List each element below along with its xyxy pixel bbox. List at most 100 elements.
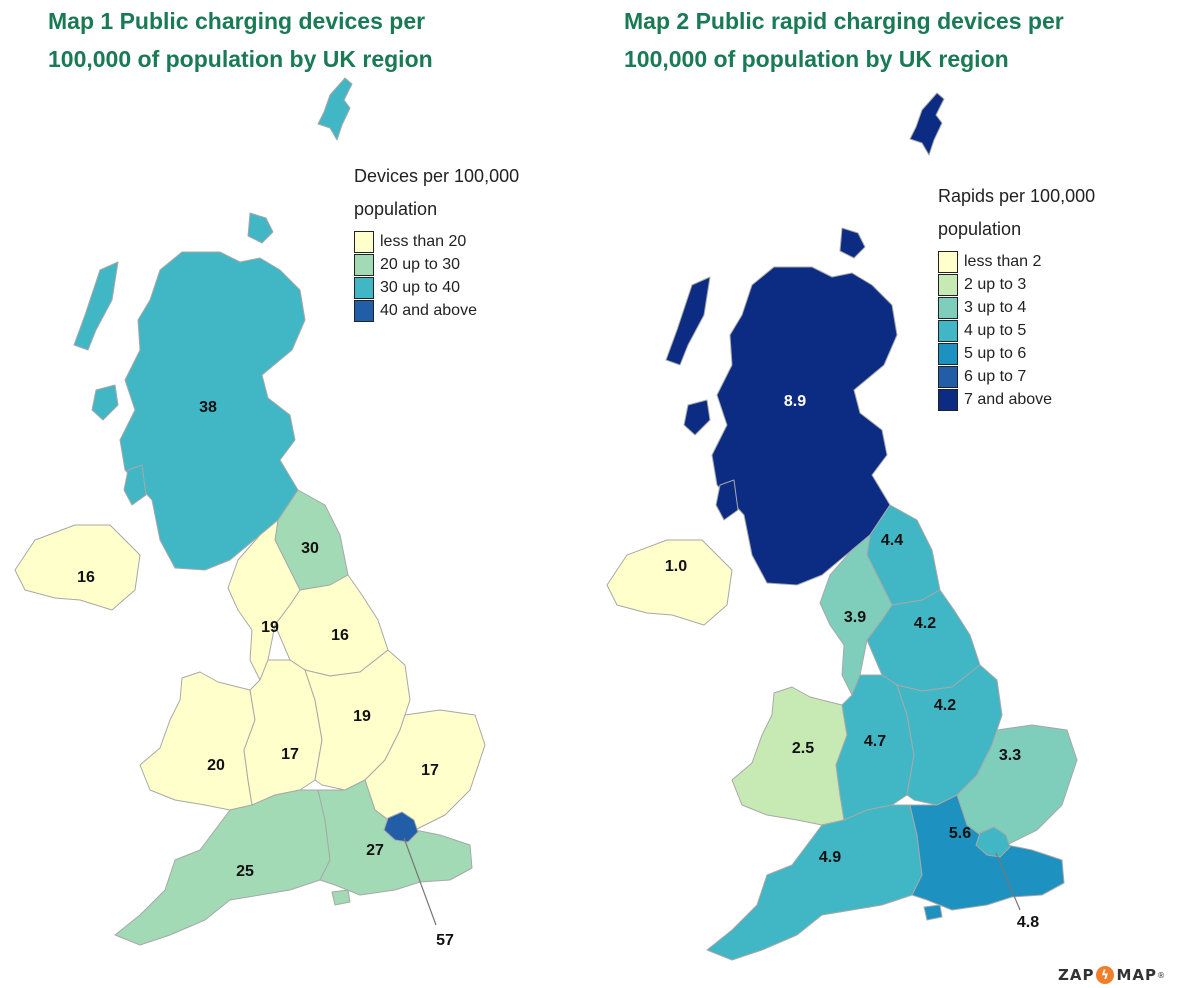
legend-swatch <box>354 230 374 253</box>
value-label-south-west: 25 <box>236 863 254 880</box>
legend-item: less than 2 <box>938 250 1168 273</box>
value-label-scotland: 8.9 <box>784 393 806 410</box>
legend-swatch <box>938 296 958 319</box>
map-2-legend: Rapids per 100,000 population less than … <box>938 180 1168 411</box>
registered-mark: ® <box>1157 970 1166 980</box>
legend-swatch <box>938 319 958 342</box>
region-scotland-islay <box>683 399 711 436</box>
region-south-west <box>114 789 331 946</box>
value-label-north-west: 3.9 <box>844 609 866 626</box>
value-label-yorkshire: 4.2 <box>914 615 936 632</box>
legend-item: 40 and above <box>354 299 584 322</box>
value-label-wales: 2.5 <box>792 740 814 757</box>
region-south-east-isle-of-wight <box>331 889 351 906</box>
value-label-east-of-england: 3.3 <box>999 747 1021 764</box>
legend-swatch <box>354 253 374 276</box>
value-label-south-west: 4.9 <box>819 849 841 866</box>
logo-text-left: ZAP <box>1057 966 1095 984</box>
map-panel-1: Map 1 Public charging devices per 100,00… <box>14 8 584 949</box>
legend-label: less than 2 <box>964 252 1042 270</box>
legend-swatch <box>354 299 374 322</box>
legend-label: 4 up to 5 <box>964 321 1027 339</box>
london-callout-line <box>403 837 437 926</box>
logo-text-right: MAP <box>1116 966 1157 984</box>
legend-swatch <box>938 388 958 411</box>
lightning-bolt-icon: ϟ <box>1096 966 1115 984</box>
value-label-west-midlands: 4.7 <box>864 733 886 750</box>
map-1-legend: Devices per 100,000 population less than… <box>354 160 584 322</box>
map-1-svg: 38 30 19 16 16 20 17 19 17 25 27 57 <box>14 77 486 949</box>
region-northern-ireland <box>606 539 733 626</box>
map-1-regions <box>14 77 486 946</box>
value-label-london: 57 <box>436 932 454 949</box>
legend-item: 20 up to 30 <box>354 253 584 276</box>
region-scotland-hebrides <box>665 276 711 366</box>
value-label-north-west: 19 <box>261 619 279 636</box>
value-label-scotland: 38 <box>199 399 217 416</box>
legend-item: 5 up to 6 <box>938 342 1168 365</box>
value-label-east-of-england: 17 <box>421 762 439 779</box>
legend-label: less than 20 <box>380 232 467 250</box>
legend-label: 20 up to 30 <box>380 255 461 273</box>
map-1-legend-title: Devices per 100,000 population <box>354 166 520 219</box>
map-panel-2: Map 2 Public rapid charging devices per … <box>600 0 1200 988</box>
region-south-east-isle-of-wight <box>923 904 943 921</box>
value-label-yorkshire: 16 <box>331 627 349 644</box>
legend-swatch <box>938 273 958 296</box>
legend-item: 2 up to 3 <box>938 273 1168 296</box>
region-scotland-orkney <box>247 212 274 244</box>
map-1-title: Map 1 Public charging devices per 100,00… <box>48 8 433 72</box>
region-london <box>975 826 1011 858</box>
legend-label: 7 and above <box>964 390 1053 408</box>
region-wales <box>731 686 848 826</box>
legend-label: 2 up to 3 <box>964 275 1027 293</box>
legend-swatch <box>938 365 958 388</box>
region-scotland-orkney <box>839 227 866 259</box>
value-label-west-midlands: 17 <box>281 746 299 763</box>
value-label-north-east: 4.4 <box>881 532 903 549</box>
london-callout-line <box>995 852 1021 911</box>
legend-item: 30 up to 40 <box>354 276 584 299</box>
legend-swatch <box>938 342 958 365</box>
legend-label: 3 up to 4 <box>964 298 1027 316</box>
region-london <box>383 811 419 843</box>
value-label-south-east: 5.6 <box>949 825 971 842</box>
legend-label: 6 up to 7 <box>964 367 1027 385</box>
map-2-value-labels: 8.9 4.4 3.9 4.2 1.0 2.5 4.7 4.2 3.3 4.9 … <box>665 393 1039 931</box>
value-label-northern-ireland: 1.0 <box>665 558 687 575</box>
legend-item: 3 up to 4 <box>938 296 1168 319</box>
region-scotland-islay <box>91 384 119 421</box>
region-scotland-hebrides <box>73 261 119 351</box>
value-label-northern-ireland: 16 <box>77 569 95 586</box>
legend-swatch <box>354 276 374 299</box>
map-2-legend-items: less than 2 2 up to 3 3 up to 4 4 up to 5 5 … <box>938 250 1168 411</box>
map-1-value-labels: 38 30 19 16 16 20 17 19 17 25 27 57 <box>77 399 454 949</box>
value-label-south-east: 27 <box>366 842 384 859</box>
legend-item: less than 20 <box>354 230 584 253</box>
map-2-title: Map 2 Public rapid charging devices per … <box>624 8 1064 72</box>
region-northern-ireland <box>14 524 141 611</box>
region-scotland-shetland <box>317 77 353 141</box>
region-scotland-arran <box>123 464 147 506</box>
map-2-legend-title: Rapids per 100,000 population <box>938 186 1096 239</box>
value-label-east-midlands: 19 <box>353 708 371 725</box>
region-scotland-shetland <box>909 92 945 156</box>
legend-item: 7 and above <box>938 388 1168 411</box>
value-label-east-midlands: 4.2 <box>934 697 956 714</box>
zapmap-logo: ZAP ϟ MAP ® <box>1058 966 1166 984</box>
legend-swatch <box>938 250 958 273</box>
value-label-london: 4.8 <box>1017 914 1039 931</box>
legend-item: 6 up to 7 <box>938 365 1168 388</box>
legend-label: 5 up to 6 <box>964 344 1027 362</box>
legend-item: 4 up to 5 <box>938 319 1168 342</box>
legend-label: 30 up to 40 <box>380 278 461 296</box>
map-2-regions <box>606 92 1078 961</box>
region-south-west <box>706 804 923 961</box>
legend-label: 40 and above <box>380 301 477 319</box>
map-2-svg: 8.9 4.4 3.9 4.2 1.0 2.5 4.7 4.2 3.3 4.9 … <box>606 92 1078 961</box>
region-wales <box>139 671 256 811</box>
value-label-north-east: 30 <box>301 540 319 557</box>
region-scotland-arran <box>715 479 739 521</box>
map-1-legend-items: less than 20 20 up to 30 30 up to 40 40 and… <box>354 230 584 322</box>
value-label-wales: 20 <box>207 757 225 774</box>
